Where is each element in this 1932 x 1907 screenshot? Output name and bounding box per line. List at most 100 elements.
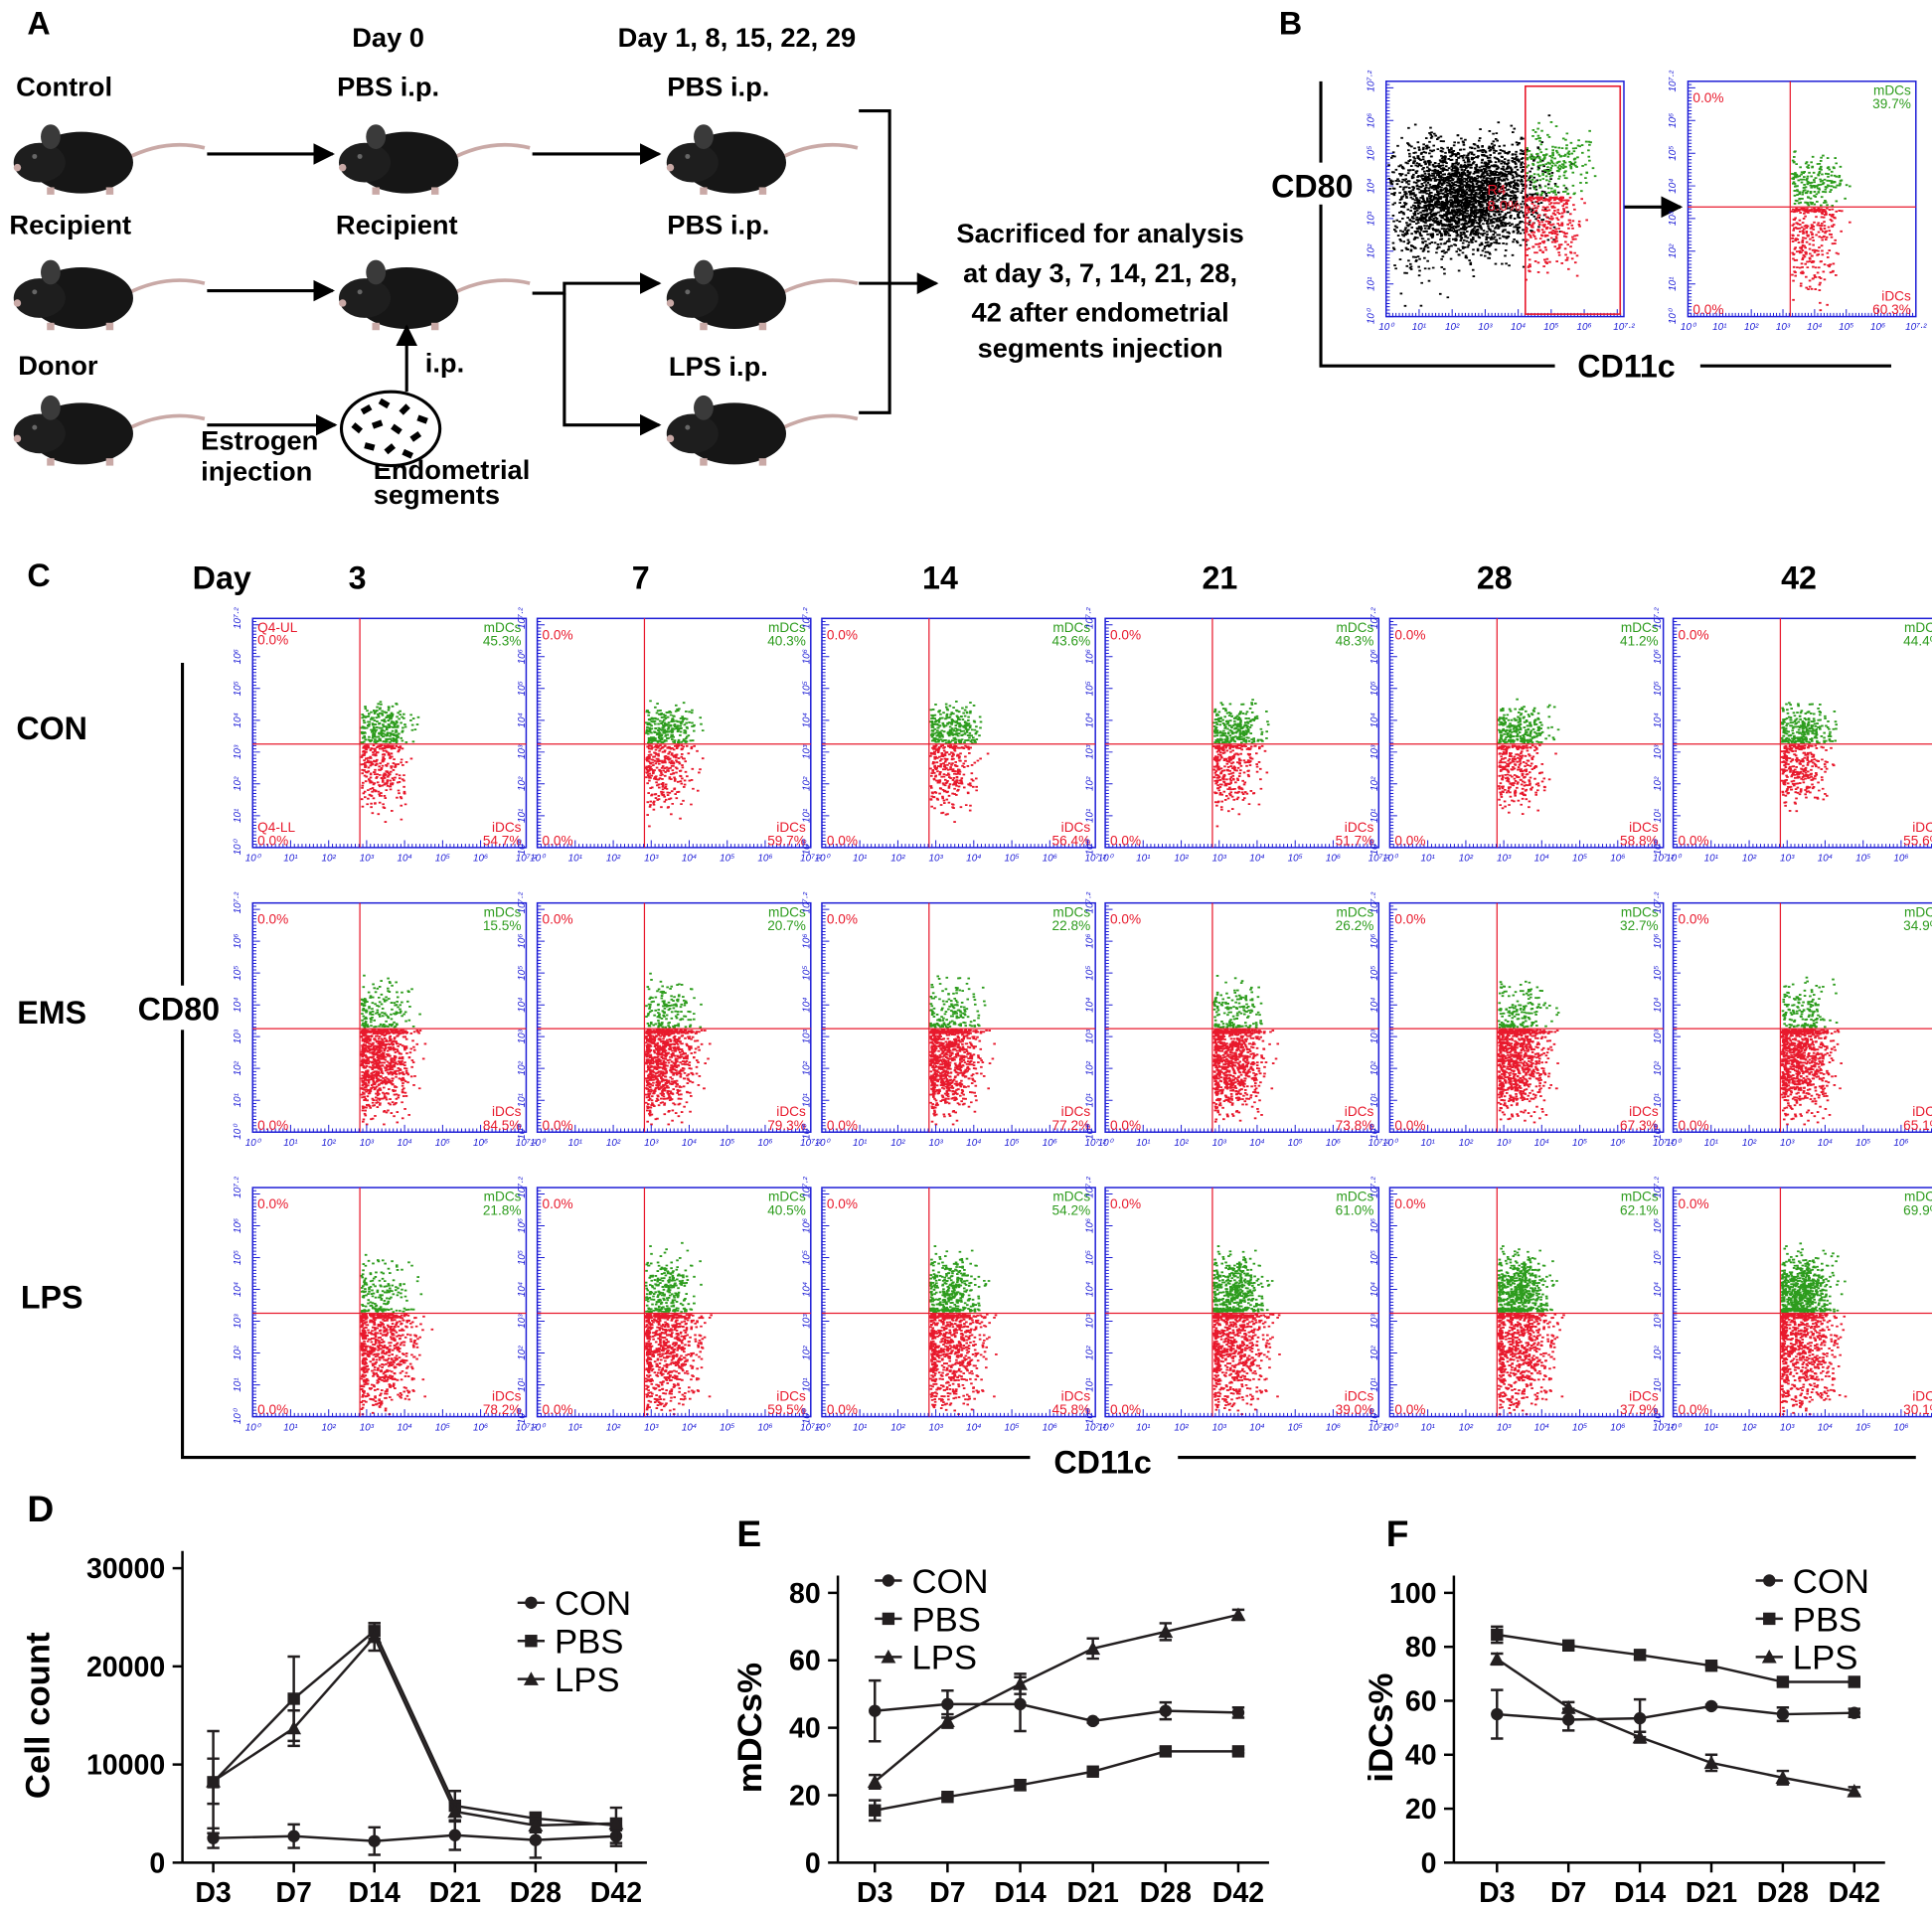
plot-frame [1104, 901, 1380, 1133]
x-tick-label: 10¹ [853, 854, 868, 865]
x-tick-label: 10³ [1780, 1138, 1795, 1149]
x-tick-label: 10¹ [1136, 1138, 1151, 1149]
x-tick-label: 10⁰ [814, 1422, 831, 1433]
quadrant-name: mDCs [484, 1190, 522, 1204]
x-tick-label: 10³ [1212, 1138, 1227, 1149]
row-label: CON [16, 711, 87, 746]
quadrant-percent: 0.0% [1679, 1196, 1709, 1211]
x-tick-label: 10² [606, 854, 621, 865]
y-tick-label: 10⁰ [1653, 1407, 1664, 1424]
event-dots [929, 1313, 998, 1415]
y-tick-label: 10⁴ [233, 997, 243, 1012]
flow-plot: 10⁰10⁰10¹10¹10²10²10³10³10⁴10⁴10⁵10⁵10⁶1… [1668, 70, 1927, 333]
flow-plot: 10⁰10⁰10¹10¹10²10²10³10³10⁴10⁴10⁵10⁵10⁶1… [802, 607, 1107, 865]
event-dots [1780, 1313, 1848, 1416]
axis-ticks [251, 617, 527, 849]
y-tick-label: 10⁷·² [802, 1177, 813, 1198]
event-dots [1212, 699, 1270, 744]
quadrant-percent: 44.4% [1903, 634, 1932, 649]
x-tick-label: 10² [322, 1138, 337, 1149]
x-tick-label: 10⁴ [1534, 854, 1549, 865]
x-tick-label: 10¹ [283, 1138, 298, 1149]
x-tick-label: 10⁵ [1004, 1138, 1019, 1149]
y-tick-label: 10⁵ [1085, 681, 1096, 696]
y-tick-label: 10⁴ [1653, 1282, 1664, 1297]
x-tick-label: 10¹ [1704, 854, 1719, 865]
y-tick-label: 10³ [1369, 1314, 1380, 1329]
event-dots [1497, 1245, 1558, 1314]
event-dots [1791, 150, 1852, 207]
flow-plot: 10⁰10⁰10¹10¹10²10²10³10³10⁴10⁴10⁵10⁵10⁶1… [1653, 1177, 1932, 1433]
quadrant-percent: 0.0% [1110, 1196, 1141, 1211]
y-tick-label: 10³ [233, 1314, 243, 1329]
quadrant-name: iDCs [1629, 1104, 1659, 1119]
quadrant-percent: 0.0% [543, 912, 573, 927]
quadrant-percent: 59.5% [767, 1402, 806, 1417]
x-tick-label: 10⁴ [682, 1138, 697, 1149]
x-tick-label: 10⁷·² [1084, 1422, 1106, 1433]
axis-ticks [1673, 617, 1932, 849]
x-tick-label: 10⁴ [1818, 1422, 1833, 1433]
y-tick-label: 10⁰ [517, 1407, 528, 1424]
marker [1703, 1755, 1719, 1770]
x-tick-label: 10⁵ [1855, 854, 1870, 865]
x-tick-label: 10² [606, 1422, 621, 1433]
x-tick-label: 10⁵ [720, 854, 734, 865]
marker [1633, 1711, 1647, 1725]
quadrant-name: mDCs [1621, 904, 1659, 919]
y-tick-label: 10⁴ [802, 713, 813, 727]
y-tick-label: 10² [1366, 243, 1376, 258]
plot-frame [536, 617, 812, 849]
x-tick-label: 10² [1174, 1138, 1189, 1149]
flow-plot: 10⁰10⁰10¹10¹10²10²10³10³10⁴10⁴10⁵10⁵10⁶1… [1085, 891, 1390, 1149]
tissue-dish [339, 390, 442, 468]
quadrant-percent: 0.0% [1692, 90, 1723, 105]
y-axis-label: mDCs% [731, 1663, 769, 1793]
x-tick-label: 10⁴ [966, 1422, 981, 1433]
quadrant-name: mDCs [1873, 82, 1911, 97]
y-tick-label: 10¹ [1653, 1092, 1664, 1107]
marker [867, 1774, 883, 1789]
y-tick-label: 10⁵ [1653, 966, 1664, 981]
y-tick-label: 10⁵ [1085, 1250, 1096, 1265]
panel-letter: E [736, 1512, 761, 1554]
event-dots [644, 700, 705, 744]
quadrant-name: iDCs [1345, 1388, 1374, 1403]
gate-name: R4 [1487, 183, 1506, 199]
axis-ticks [1385, 80, 1625, 318]
y-tick-label: 10³ [517, 1314, 528, 1329]
marker [1231, 1745, 1245, 1758]
quadrant-percent: 45.3% [483, 634, 522, 649]
x-tick-label: 10³ [928, 1422, 943, 1433]
event-dots [929, 701, 983, 744]
y-tick-label: 10⁷·² [1369, 607, 1380, 629]
y-tick-label: 10⁴ [233, 713, 243, 727]
quadrant-percent: 40.5% [767, 1202, 806, 1217]
quadrant-percent: 51.7% [1336, 833, 1374, 848]
y-tick-label: 10⁶ [802, 934, 813, 949]
panel-letter: F [1386, 1512, 1409, 1554]
y-tick-label: 10⁶ [233, 1218, 243, 1233]
series-line [213, 1833, 616, 1842]
y-tick-label: 10⁴ [1369, 1282, 1380, 1297]
label: Day 0 [352, 22, 424, 53]
axis-ticks [1673, 902, 1932, 1133]
y-tick-label: 10⁴ [1653, 713, 1664, 727]
y-tick-label: 10⁵ [1085, 966, 1096, 981]
x-tick-label: 10⁰ [530, 1138, 547, 1149]
y-tick-label: 10¹ [1369, 1092, 1380, 1107]
flow-plot: 10⁰10⁰10¹10¹10²10²10³10³10⁴10⁴10⁵10⁵10⁶1… [802, 1177, 1107, 1434]
y-tick-label: 10⁶ [233, 649, 243, 664]
axis-ticks [1687, 80, 1917, 318]
y-tick-label: 10² [1653, 1060, 1664, 1075]
quadrant-percent: 40.3% [767, 634, 806, 649]
y-tick-label: 10⁷·² [1369, 891, 1380, 913]
axis-ticks [821, 902, 1096, 1133]
x-tick-label: 10¹ [568, 1138, 583, 1149]
x-tick-label: D42 [1829, 1877, 1880, 1907]
x-tick-label: 10⁶ [1043, 1422, 1057, 1433]
y-tick-label: 10⁶ [1369, 1218, 1380, 1233]
x-tick-label: 10¹ [1704, 1422, 1719, 1433]
x-tick-label: 10⁴ [397, 1422, 411, 1433]
y-tick-label: 10⁰ [1085, 1123, 1096, 1140]
